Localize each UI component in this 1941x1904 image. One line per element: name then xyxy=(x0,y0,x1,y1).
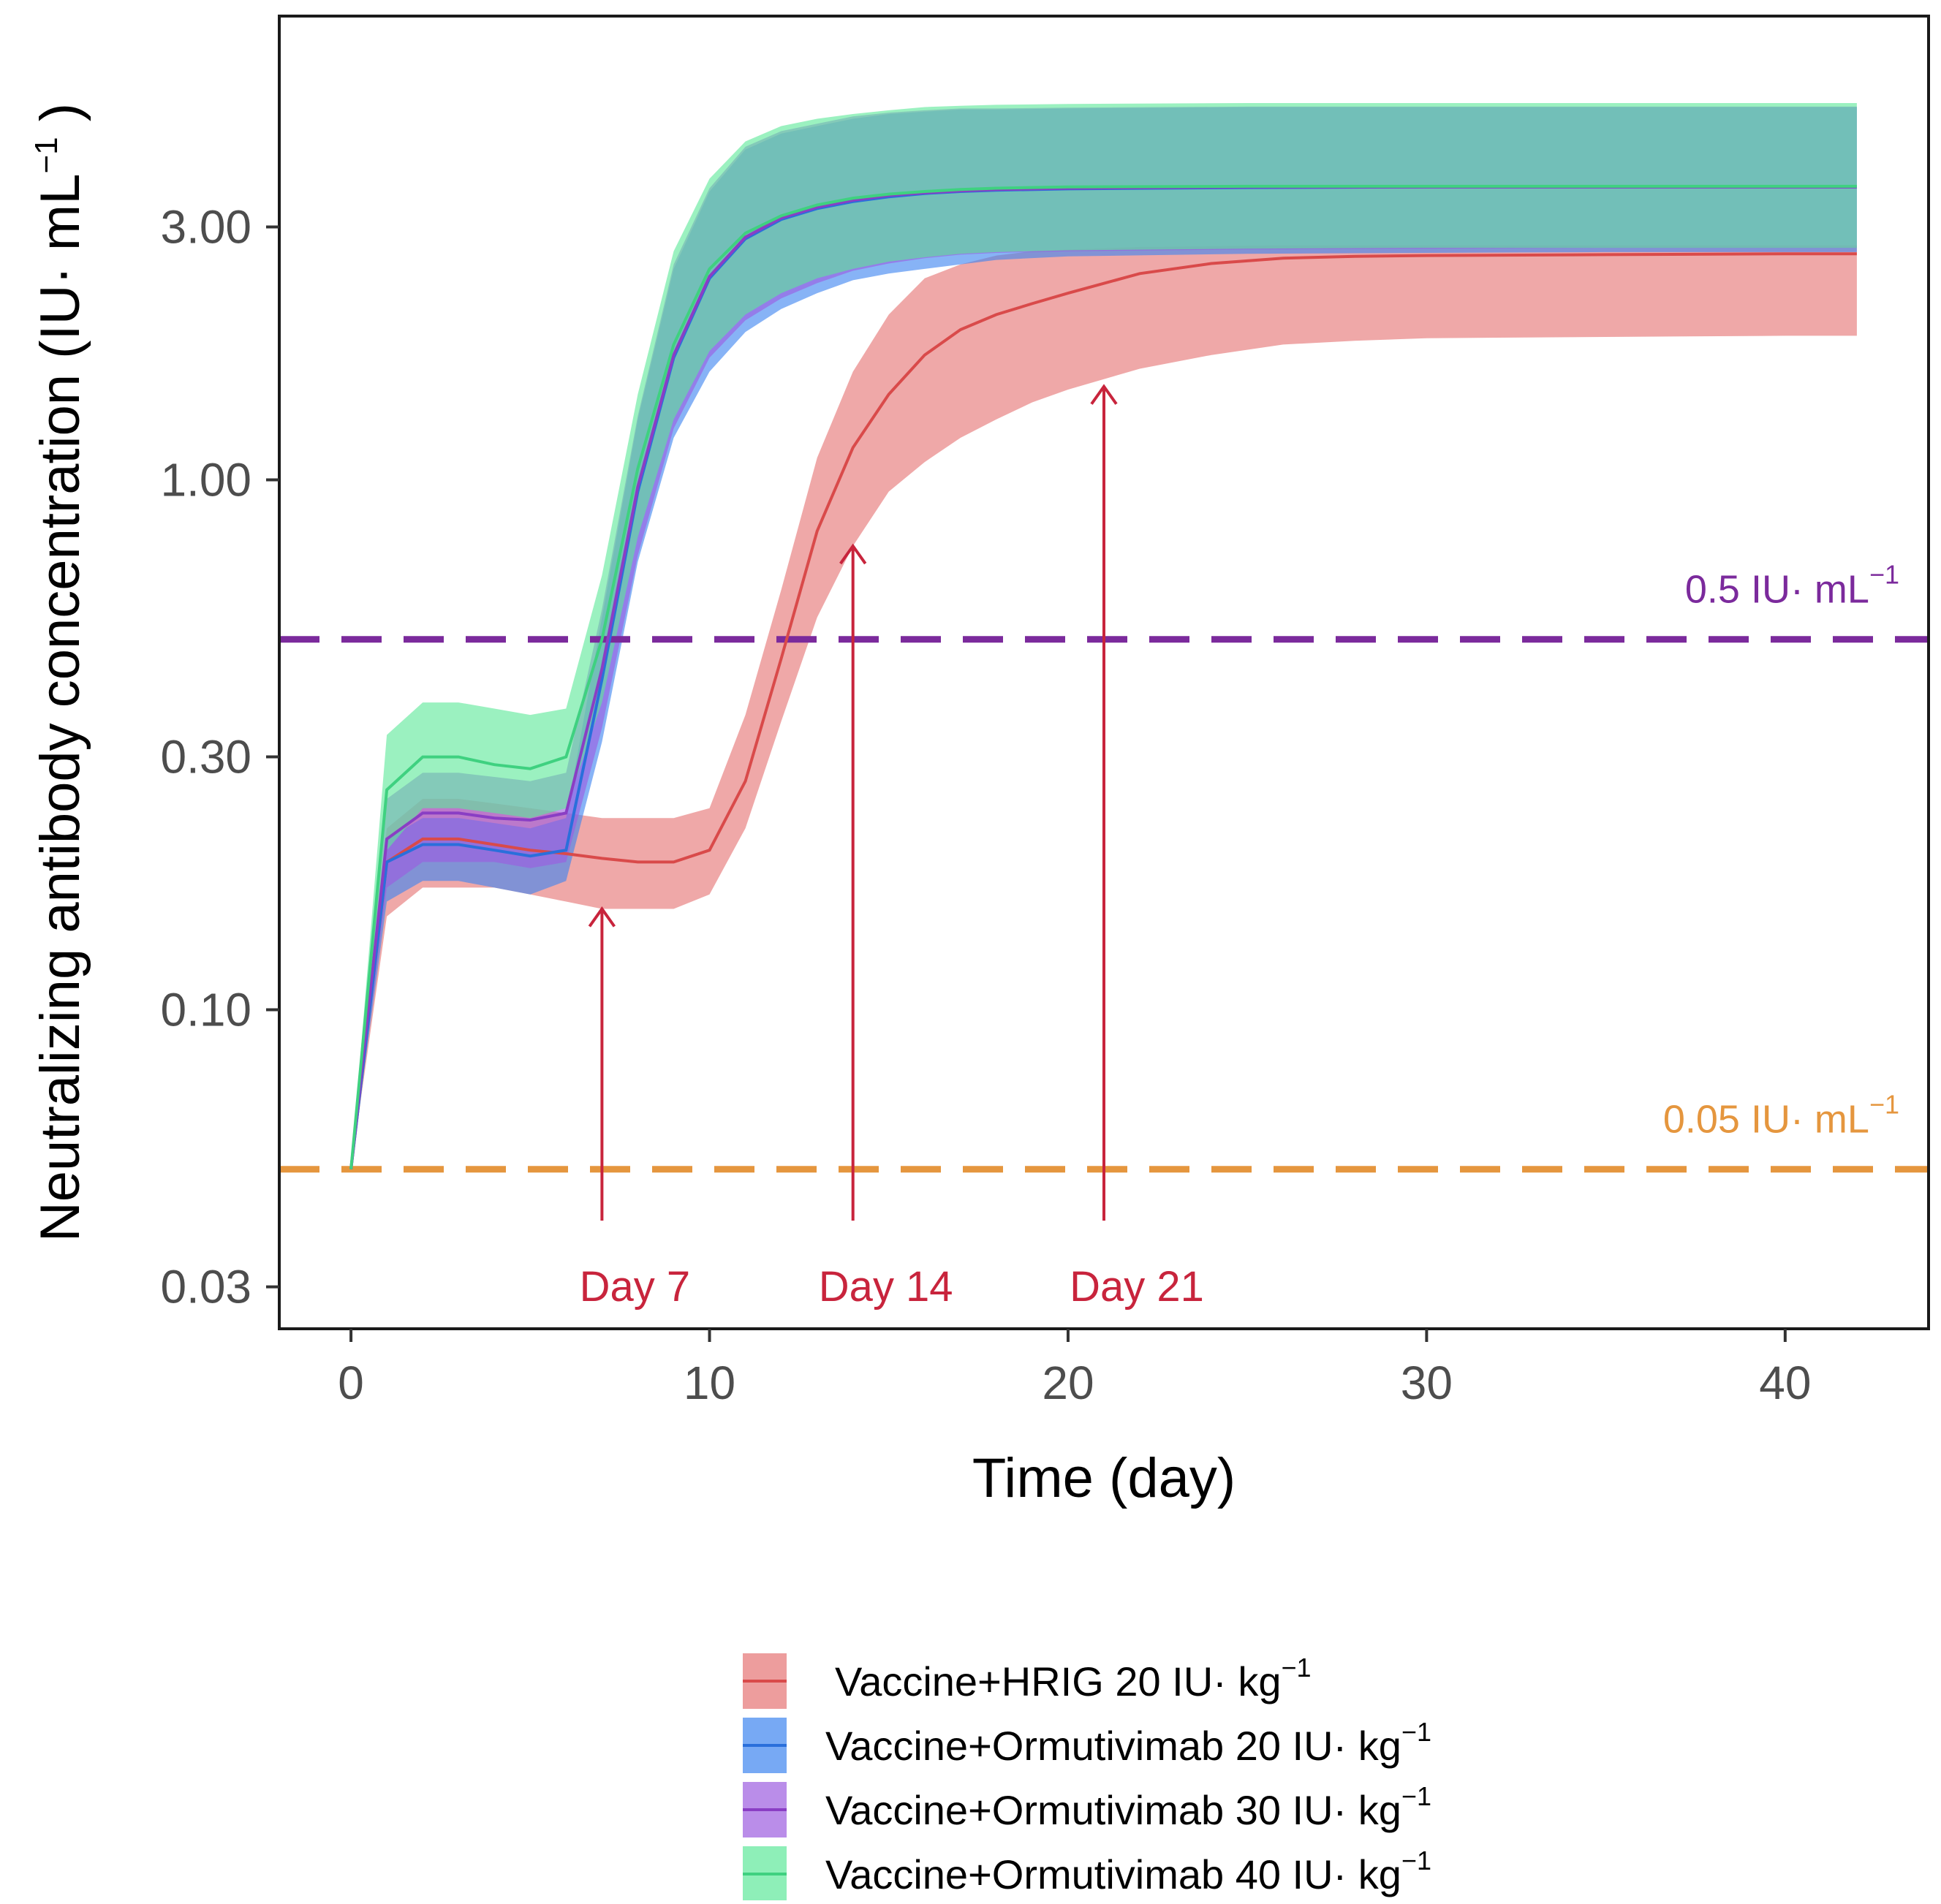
legend-label-2-text: Vaccine+Ormutivimab 30 IU· kg xyxy=(825,1787,1401,1833)
y-tick-label-2: 0.30 xyxy=(160,731,251,784)
y-tick-label-4: 3.00 xyxy=(160,201,251,254)
arrow-head-day-14 xyxy=(839,543,867,565)
legend-item-vaccine-ormutivimab-30-iu-kg: Vaccine+Ormutivimab 30 IU· kg−1 xyxy=(743,1781,1431,1837)
y-tick-label-1: 0.10 xyxy=(160,983,251,1036)
legend-label-1-text: Vaccine+Ormutivimab 20 IU· kg xyxy=(825,1723,1401,1769)
series-lines xyxy=(349,184,1857,1169)
x-tick-label-0: 0 xyxy=(338,1357,364,1409)
legend-label-0-text: Vaccine+HRIG 20 IU· kg xyxy=(835,1658,1282,1704)
threshold-label-1-text: 0.05 IU· mL xyxy=(1663,1098,1869,1142)
threshold-label-1: 0.05 IU· mL−1 xyxy=(1663,1090,1899,1142)
arrow-head-day-7 xyxy=(588,906,616,928)
line-vaccine-ormutivimab-40-iu-kg xyxy=(349,184,1857,1169)
legend-label-3-text: Vaccine+Ormutivimab 40 IU· kg xyxy=(825,1851,1401,1897)
day-label-21: Day 21 xyxy=(1070,1263,1204,1311)
threshold-label-0-text: 0.5 IU· mL xyxy=(1685,568,1869,612)
legend-label-2: Vaccine+Ormutivimab 30 IU· kg−1 xyxy=(825,1781,1431,1833)
y-axis-title: Neutralizing antibody concentration (IU·… xyxy=(29,103,91,1242)
day-label-7: Day 7 xyxy=(580,1263,691,1311)
legend: Vaccine+HRIG 20 IU· kg−1Vaccine+Ormutivi… xyxy=(743,1653,1431,1902)
x-axis-title: Time (day) xyxy=(972,1447,1236,1509)
legend-item-vaccine-ormutivimab-40-iu-kg: Vaccine+Ormutivimab 40 IU· kg−1 xyxy=(743,1846,1431,1902)
x-tick-label-4: 40 xyxy=(1759,1357,1811,1409)
legend-item-vaccine-ormutivimab-20-iu-kg: Vaccine+Ormutivimab 20 IU· kg−1 xyxy=(743,1717,1431,1773)
x-tick-label-1: 10 xyxy=(684,1357,735,1409)
y-tick-label-3: 1.00 xyxy=(160,453,251,506)
confidence-bands xyxy=(351,103,1857,1169)
legend-label-3: Vaccine+Ormutivimab 40 IU· kg−1 xyxy=(825,1846,1431,1897)
band-vaccine-ormutivimab-40-iu-kg xyxy=(351,103,1857,1169)
legend-label-1-sup: −1 xyxy=(1401,1717,1431,1747)
y-axis-title-close: ) xyxy=(29,103,91,137)
y-axis-title-sup: −1 xyxy=(29,137,64,173)
legend-label-1: Vaccine+Ormutivimab 20 IU· kg−1 xyxy=(825,1717,1431,1769)
x-tick-label-2: 20 xyxy=(1042,1357,1094,1409)
x-tick-label-3: 30 xyxy=(1401,1357,1453,1409)
day-annotations: Day 7 Day 14 Day 21 xyxy=(580,384,1204,1311)
y-axis-title-main: Neutralizing antibody concentration (IU·… xyxy=(29,174,91,1243)
plot-frame xyxy=(278,15,1930,1330)
threshold-label-1-sup: −1 xyxy=(1869,1090,1899,1120)
threshold-label-0-sup: −1 xyxy=(1869,560,1899,590)
line-vaccine-hrig-20-iu-kg xyxy=(349,252,1857,1169)
legend-label-0-sup: −1 xyxy=(1282,1653,1312,1683)
threshold-label-0: 0.5 IU· mL−1 xyxy=(1685,560,1899,612)
day-label-14: Day 14 xyxy=(819,1263,953,1311)
arrow-head-day-21 xyxy=(1090,384,1118,405)
legend-label-0: Vaccine+HRIG 20 IU· kg−1 xyxy=(835,1653,1312,1704)
y-tick-label-0: 0.03 xyxy=(160,1261,251,1313)
legend-item-vaccine-hrig-20-iu-kg: Vaccine+HRIG 20 IU· kg−1 xyxy=(743,1653,1312,1709)
axes: 0.03 0.10 0.30 1.00 3.00 0 10 20 30 40 Time (day) N… xyxy=(29,103,1811,1509)
legend-label-2-sup: −1 xyxy=(1401,1781,1431,1811)
legend-label-3-sup: −1 xyxy=(1401,1846,1431,1875)
